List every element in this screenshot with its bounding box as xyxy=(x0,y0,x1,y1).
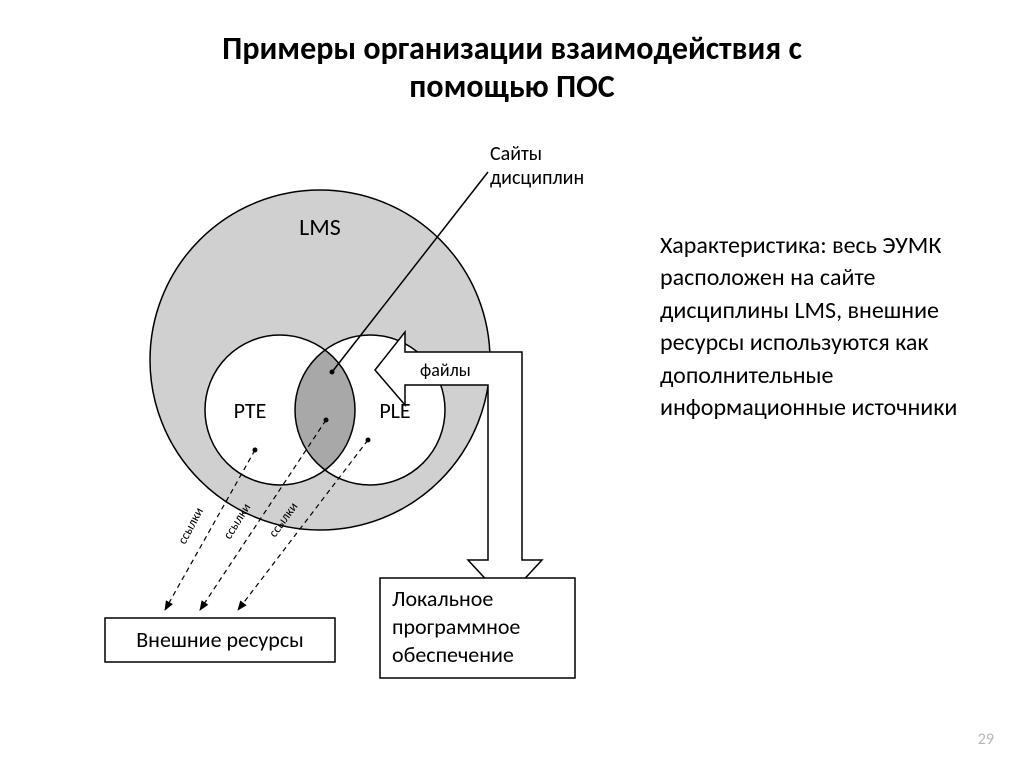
external-resources-label: Внешние ресурсы xyxy=(136,626,304,653)
description-text: Характеристика: весь ЭУМК расположен на … xyxy=(660,230,960,424)
local-software-line1: Локальное xyxy=(392,585,493,612)
title-line1: Примеры организации взаимодействия с xyxy=(222,29,802,68)
pte-label: PTE xyxy=(234,397,267,424)
lms-label: LMS xyxy=(299,213,341,242)
link-label-1: ссылки xyxy=(175,505,207,547)
slide-title: Примеры организации взаимодействия с пом… xyxy=(0,30,1024,107)
local-software-line3: обеспечение xyxy=(392,641,514,668)
page-number: 29 xyxy=(978,730,994,749)
callout-dot xyxy=(330,370,335,375)
venn-diagram: LMS PTE PLE Сайты дисциплин файлы ссылки… xyxy=(70,130,640,690)
local-software-line2: программное xyxy=(392,613,520,640)
title-line2: помощью ПОС xyxy=(409,67,614,106)
callout-sites-line1: Сайты xyxy=(490,142,542,166)
callout-sites-line2: дисциплин xyxy=(490,166,584,190)
dot-pte xyxy=(253,448,258,453)
file-arrow-label: файлы xyxy=(420,359,471,381)
ple-label: PLE xyxy=(379,397,410,424)
